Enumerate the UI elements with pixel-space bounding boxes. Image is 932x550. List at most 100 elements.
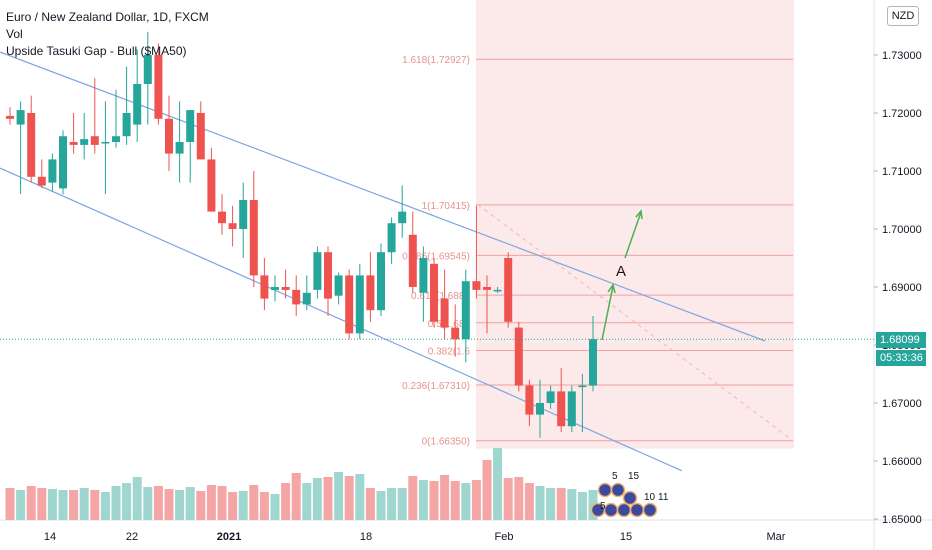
volume-bar [249,485,259,520]
fib-level-label: 0.382(1.6 [428,346,471,357]
volume-bar [196,491,206,520]
volume-bar [334,472,344,520]
volume-bar [376,491,386,520]
candle-body [249,200,258,276]
volume-bar [440,475,450,520]
candle-body [271,287,279,290]
signal-marker-icon [603,502,619,518]
price-tick-label: 1.72000 [882,108,922,120]
candle-body [536,403,544,415]
candle-body [112,136,120,142]
signal-count-label: 5 [612,471,618,482]
signal-marker-icon [622,490,638,506]
candle-body [355,275,364,334]
candle-body [525,385,534,415]
candle-body [557,391,566,427]
volume-bar [69,490,79,520]
candle-body [281,287,290,290]
candle-body [398,211,407,224]
fib-level-label: 0.236(1.67310) [402,381,470,392]
candle-body [196,113,205,160]
candle-body [186,110,195,142]
candle-body [16,110,25,125]
time-tick-label: 2021 [217,531,241,543]
volume-bar [16,490,26,520]
volume-bar [344,476,354,520]
volume-bar [185,487,195,520]
currency-button[interactable]: NZD [887,6,919,26]
fib-trend-line [477,204,794,442]
volume-bar [397,488,407,520]
candle-body [37,176,46,186]
price-tick-label: 1.65000 [882,514,922,526]
candle-body [483,287,491,290]
candle-body [461,281,470,340]
volume-bar [111,486,121,520]
candle-body [154,55,163,119]
chart-title: Euro / New Zealand Dollar, 1D, FXCM [6,10,209,24]
volume-bar [418,480,428,520]
volume-indicator-label[interactable]: Vol [6,27,23,41]
volume-bar [26,486,36,520]
candle-body [143,55,152,84]
fib-level-label: 0.5(1.683 [428,319,471,330]
signal-count-label: 10 [644,492,656,503]
candle-body [366,275,375,311]
volume-bar [535,486,545,520]
volume-bar [259,492,269,520]
volume-bar [408,476,418,520]
candle-body [546,391,555,403]
volume-bar [79,488,89,520]
volume-bar [217,486,227,520]
pattern-indicator-label[interactable]: Upside Tasuki Gap - Bull ($MA50) [6,44,187,58]
volume-bar [270,494,280,520]
candle-body [377,252,385,311]
candle-body [472,281,481,290]
candle-body [122,113,131,137]
volume-bar [175,490,185,520]
candle-body [69,142,78,145]
candle-body [324,252,332,299]
volume-bar [90,490,100,520]
volume-bar [228,492,238,520]
candle-body [133,84,142,125]
candle-body [260,275,269,299]
candle-body [451,327,460,340]
candle-body [165,118,173,154]
signal-marker-icon [597,482,613,498]
candle-body [80,139,89,145]
volume-bar [461,483,471,520]
price-tick-label: 1.70000 [882,224,922,236]
pattern-label: A [616,263,626,280]
volume-bar [312,478,322,520]
candle-body [408,234,417,287]
signal-marker-icon [642,502,658,518]
signal-marker-icon [616,502,632,518]
volume-bar [503,478,513,520]
volume-bar [132,477,142,520]
candle-body [228,223,237,229]
volume-bar [153,486,163,520]
volume-bar [206,485,216,520]
volume-bar [577,492,587,520]
signal-marker-icon [629,502,645,518]
candle-body [514,327,523,386]
volume-bar [471,480,481,520]
candle-body [504,258,513,322]
volume-bar [387,488,397,520]
projection-arrow-1 [601,283,616,341]
candle-body [6,115,14,119]
volume-bar [567,489,577,520]
candle-body [430,263,438,322]
candle-body [589,339,597,386]
time-tick-label: Mar [767,531,786,543]
candle-body [48,159,57,183]
time-tick-label: 14 [44,531,56,543]
candle-body [27,113,36,177]
volume-bar [493,448,503,520]
fib-level-label: 0.618(1.6886 [411,291,470,302]
volume-bar [365,488,375,520]
volume-bar [302,483,312,520]
volume-bar [58,490,68,520]
